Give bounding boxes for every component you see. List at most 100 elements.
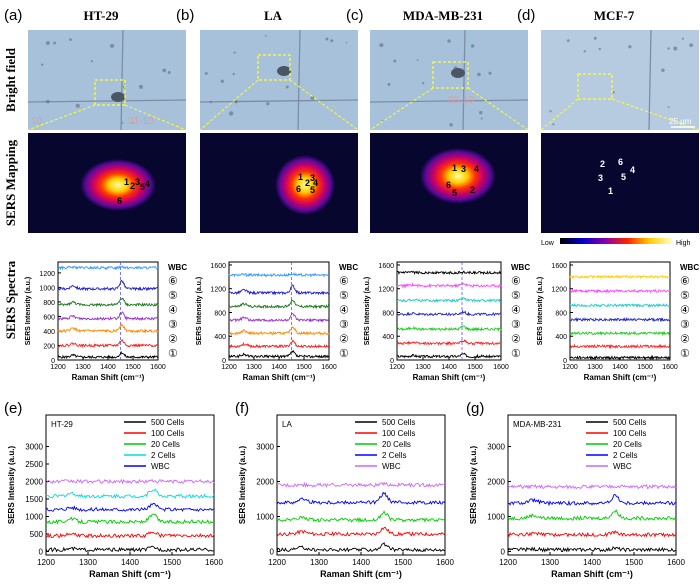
series-line — [569, 316, 671, 323]
series-line — [396, 352, 502, 359]
debris — [234, 100, 238, 104]
trace-label: WBC — [168, 263, 187, 272]
colorbar — [560, 238, 672, 244]
y-tick-label: 3000 — [256, 443, 274, 452]
spot-label: 5 — [140, 182, 145, 192]
trace-label: ② — [168, 334, 178, 346]
debris — [667, 106, 670, 109]
debris — [479, 110, 483, 115]
series-line — [569, 343, 671, 350]
chart-b: 1200 1300 1400 1500 1600 0 400 800 1200 1600 Raman… — [196, 261, 337, 382]
y-tick-label: 3000 — [487, 443, 505, 452]
trace-label: WBC — [680, 263, 699, 272]
x-tick-label: 1500 — [637, 364, 653, 371]
bright-field-image — [27, 29, 187, 131]
debris — [393, 59, 397, 63]
y-tick-label: 0 — [51, 358, 55, 365]
debris — [266, 102, 270, 106]
debris — [131, 121, 134, 124]
panel-letter: (e) — [4, 400, 22, 417]
y-tick-label: 500 — [30, 530, 44, 539]
zoom-projection — [467, 87, 529, 131]
x-tick-label: 1200 — [499, 558, 517, 567]
debris — [220, 79, 224, 83]
y-axis-label: SERS Intensity (a.u.) — [469, 446, 478, 525]
spot-label: 1 — [298, 172, 303, 182]
series-line — [396, 296, 502, 304]
series-line — [228, 272, 330, 278]
scale-bar-label: 25 μm — [669, 117, 692, 126]
y-tick-label: 1200 — [551, 287, 567, 294]
x-tick-label: 1400 — [612, 364, 628, 371]
debris — [661, 68, 665, 73]
zoom-projection — [124, 104, 187, 131]
series-line — [569, 302, 670, 308]
trace-label: ② — [511, 334, 521, 346]
series-line — [45, 513, 215, 525]
debris — [667, 47, 670, 50]
y-tick-label: 2000 — [487, 478, 505, 487]
series-line — [228, 349, 330, 359]
zoom-projection — [289, 79, 359, 131]
chart-title: HT-29 — [51, 420, 73, 429]
zoom-projection — [369, 87, 434, 131]
debris — [549, 110, 552, 113]
trace-label: ① — [339, 348, 349, 360]
spot-label: 6 — [446, 180, 451, 190]
y-tick-label: 1600 — [551, 263, 567, 270]
debris — [310, 96, 315, 100]
series-line — [276, 491, 446, 506]
debris — [325, 37, 329, 41]
series-line — [228, 326, 330, 336]
x-tick-label: 1200 — [562, 364, 578, 371]
debris — [673, 46, 678, 51]
y-tick-label: 2500 — [25, 460, 43, 469]
x-tick-label: 1500 — [467, 364, 483, 371]
series-line — [507, 530, 677, 538]
y-axis-label: SERS Intensity (a.u.) — [537, 277, 544, 345]
panel-letter: (c) — [346, 7, 364, 24]
spot-label: 5 — [310, 185, 315, 195]
debris — [264, 34, 267, 37]
series-line — [396, 309, 502, 317]
debris — [345, 41, 348, 44]
series-line — [57, 350, 159, 360]
y-tick-label: 800 — [214, 310, 226, 317]
legend-label: 500 Cells — [382, 418, 415, 427]
y-tick-label: 400 — [43, 329, 55, 336]
series-line — [57, 279, 159, 292]
debris — [228, 111, 234, 116]
x-axis-label: Raman Shift (cm⁻¹) — [320, 569, 402, 579]
y-axis-label: SERS Intensity (a.u.) — [364, 277, 371, 345]
y-tick-label: 200 — [43, 343, 55, 350]
panel-letter: (b) — [176, 7, 194, 24]
debris — [416, 59, 419, 61]
x-tick-label: 1600 — [667, 558, 685, 567]
trace-label: ⑥ — [168, 276, 178, 288]
debris — [480, 117, 483, 120]
zoom-box — [577, 73, 613, 100]
chart-c: 1200 1300 1400 1500 1600 0 400 800 1200 1600 Raman… — [364, 261, 509, 382]
series-line — [277, 510, 446, 524]
spot-label: 2 — [470, 185, 475, 195]
x-tick-label: 1300 — [541, 558, 559, 567]
debris — [447, 39, 451, 43]
cell-blob — [451, 68, 465, 78]
grid-line — [27, 99, 187, 103]
y-tick-label: 0 — [39, 548, 44, 557]
heat-blob — [275, 155, 335, 215]
colorbar-low: Low — [541, 240, 555, 247]
series-line — [57, 298, 159, 308]
series-line — [45, 531, 215, 539]
trace-label: ⑥ — [680, 276, 690, 288]
series-line — [507, 484, 677, 490]
series-line — [507, 494, 677, 507]
x-tick-label: 1300 — [79, 558, 97, 567]
series-line — [276, 481, 446, 488]
legend-label: 100 Cells — [613, 429, 646, 438]
debris — [233, 51, 236, 54]
spot-label: 4 — [313, 178, 318, 188]
chart-e: 1200 1300 1400 1500 1600 0 500 1000 1500 2000 2500… — [7, 414, 223, 579]
zoom-box — [94, 79, 126, 106]
